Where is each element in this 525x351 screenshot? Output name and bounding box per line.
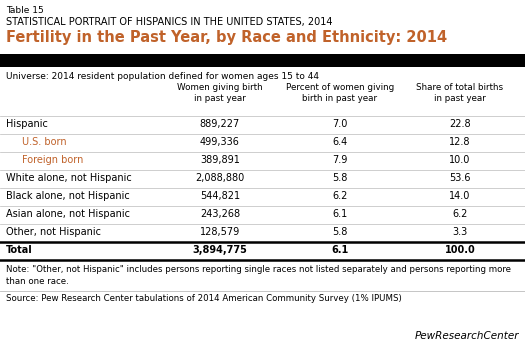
Text: 14.0: 14.0 — [449, 191, 471, 201]
Text: Other, not Hispanic: Other, not Hispanic — [6, 227, 101, 237]
Text: 6.2: 6.2 — [453, 209, 468, 219]
Text: Universe: 2014 resident population defined for women ages 15 to 44: Universe: 2014 resident population defin… — [6, 72, 319, 81]
Text: 53.6: 53.6 — [449, 173, 471, 183]
Text: 5.8: 5.8 — [332, 173, 348, 183]
Text: Foreign born: Foreign born — [22, 155, 83, 165]
Text: White alone, not Hispanic: White alone, not Hispanic — [6, 173, 132, 183]
Text: 243,268: 243,268 — [200, 209, 240, 219]
Text: 889,227: 889,227 — [200, 119, 240, 129]
Text: PewResearchCenter: PewResearchCenter — [415, 331, 519, 341]
Text: Table 15: Table 15 — [6, 6, 44, 15]
Text: 389,891: 389,891 — [200, 155, 240, 165]
Text: 499,336: 499,336 — [200, 137, 240, 147]
Text: Fertility in the Past Year, by Race and Ethnicity: 2014: Fertility in the Past Year, by Race and … — [6, 30, 447, 45]
Text: Share of total births
in past year: Share of total births in past year — [416, 83, 503, 103]
Text: U.S. born: U.S. born — [22, 137, 67, 147]
Text: Note: "Other, not Hispanic" includes persons reporting single races not listed s: Note: "Other, not Hispanic" includes per… — [6, 265, 511, 286]
Text: Percent of women giving
birth in past year: Percent of women giving birth in past ye… — [286, 83, 394, 103]
Text: Total: Total — [6, 245, 33, 255]
Text: 100.0: 100.0 — [445, 245, 475, 255]
Text: 6.1: 6.1 — [332, 209, 348, 219]
Text: Women giving birth
in past year: Women giving birth in past year — [177, 83, 263, 103]
Text: 128,579: 128,579 — [200, 227, 240, 237]
Text: 5.8: 5.8 — [332, 227, 348, 237]
Text: STATISTICAL PORTRAIT OF HISPANICS IN THE UNITED STATES, 2014: STATISTICAL PORTRAIT OF HISPANICS IN THE… — [6, 17, 332, 27]
Text: Hispanic: Hispanic — [6, 119, 48, 129]
Text: 6.4: 6.4 — [332, 137, 348, 147]
Text: Asian alone, not Hispanic: Asian alone, not Hispanic — [6, 209, 130, 219]
Text: 12.8: 12.8 — [449, 137, 471, 147]
Text: 544,821: 544,821 — [200, 191, 240, 201]
Text: 6.1: 6.1 — [331, 245, 349, 255]
Text: 7.0: 7.0 — [332, 119, 348, 129]
Text: 2,088,880: 2,088,880 — [195, 173, 245, 183]
Text: Source: Pew Research Center tabulations of 2014 American Community Survey (1% IP: Source: Pew Research Center tabulations … — [6, 294, 402, 303]
Text: 3.3: 3.3 — [453, 227, 468, 237]
Text: 6.2: 6.2 — [332, 191, 348, 201]
Text: 22.8: 22.8 — [449, 119, 471, 129]
Text: 3,894,775: 3,894,775 — [193, 245, 247, 255]
Bar — [0, 54, 525, 67]
Text: Black alone, not Hispanic: Black alone, not Hispanic — [6, 191, 130, 201]
Text: 10.0: 10.0 — [449, 155, 471, 165]
Text: 7.9: 7.9 — [332, 155, 348, 165]
